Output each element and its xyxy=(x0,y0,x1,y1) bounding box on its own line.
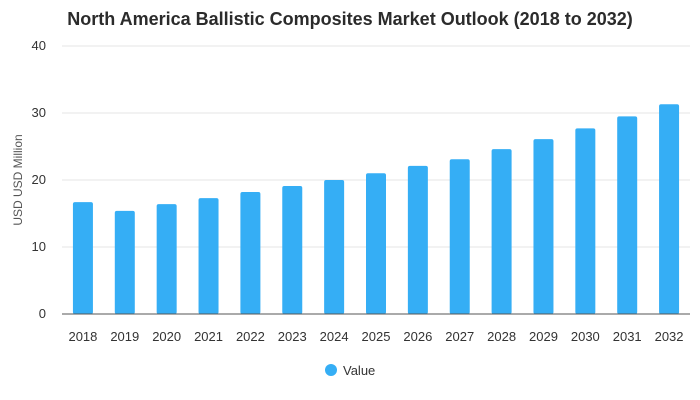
legend[interactable]: Value xyxy=(325,363,375,378)
x-tick-label: 2029 xyxy=(529,329,558,344)
bar[interactable] xyxy=(114,210,135,314)
x-tick-labels: 2018 2019 2020 2021 2022 2023 2024 2025 2026 2027… xyxy=(68,329,683,344)
x-tick-label: 2032 xyxy=(655,329,684,344)
legend-swatch-value xyxy=(325,364,337,376)
y-tick-label: 30 xyxy=(32,105,46,120)
y-tick-labels: 0 10 20 30 40 xyxy=(32,38,46,321)
y-axis-label: USD USD Million xyxy=(11,134,25,225)
bar[interactable] xyxy=(240,192,261,314)
bar[interactable] xyxy=(449,159,470,314)
y-tick-label: 40 xyxy=(32,38,46,53)
bar[interactable] xyxy=(407,165,428,314)
bar[interactable] xyxy=(72,202,93,314)
x-tick-label: 2022 xyxy=(236,329,265,344)
x-tick-label: 2027 xyxy=(445,329,474,344)
bars xyxy=(72,104,680,314)
x-tick-label: 2024 xyxy=(320,329,349,344)
x-tick-label: 2031 xyxy=(613,329,642,344)
x-tick-label: 2028 xyxy=(487,329,516,344)
bar[interactable] xyxy=(575,128,596,314)
chart-title: North America Ballistic Composites Marke… xyxy=(67,9,633,29)
bar[interactable] xyxy=(366,173,386,314)
y-tick-label: 10 xyxy=(32,239,46,254)
bar[interactable] xyxy=(324,180,345,314)
bar[interactable] xyxy=(617,116,638,314)
bar[interactable] xyxy=(156,204,177,314)
bar[interactable] xyxy=(659,104,680,314)
bar[interactable] xyxy=(282,186,303,314)
x-tick-label: 2020 xyxy=(152,329,181,344)
legend-label-value: Value xyxy=(343,363,375,378)
x-tick-label: 2018 xyxy=(68,329,97,344)
bar[interactable] xyxy=(198,198,219,314)
y-tick-label: 0 xyxy=(39,306,46,321)
x-tick-label: 2023 xyxy=(278,329,307,344)
bar[interactable] xyxy=(533,139,554,314)
x-tick-label: 2030 xyxy=(571,329,600,344)
x-tick-label: 2021 xyxy=(194,329,223,344)
x-tick-label: 2025 xyxy=(362,329,391,344)
x-tick-label: 2019 xyxy=(110,329,139,344)
x-tick-label: 2026 xyxy=(403,329,432,344)
y-tick-label: 20 xyxy=(32,172,46,187)
bar[interactable] xyxy=(491,149,512,314)
